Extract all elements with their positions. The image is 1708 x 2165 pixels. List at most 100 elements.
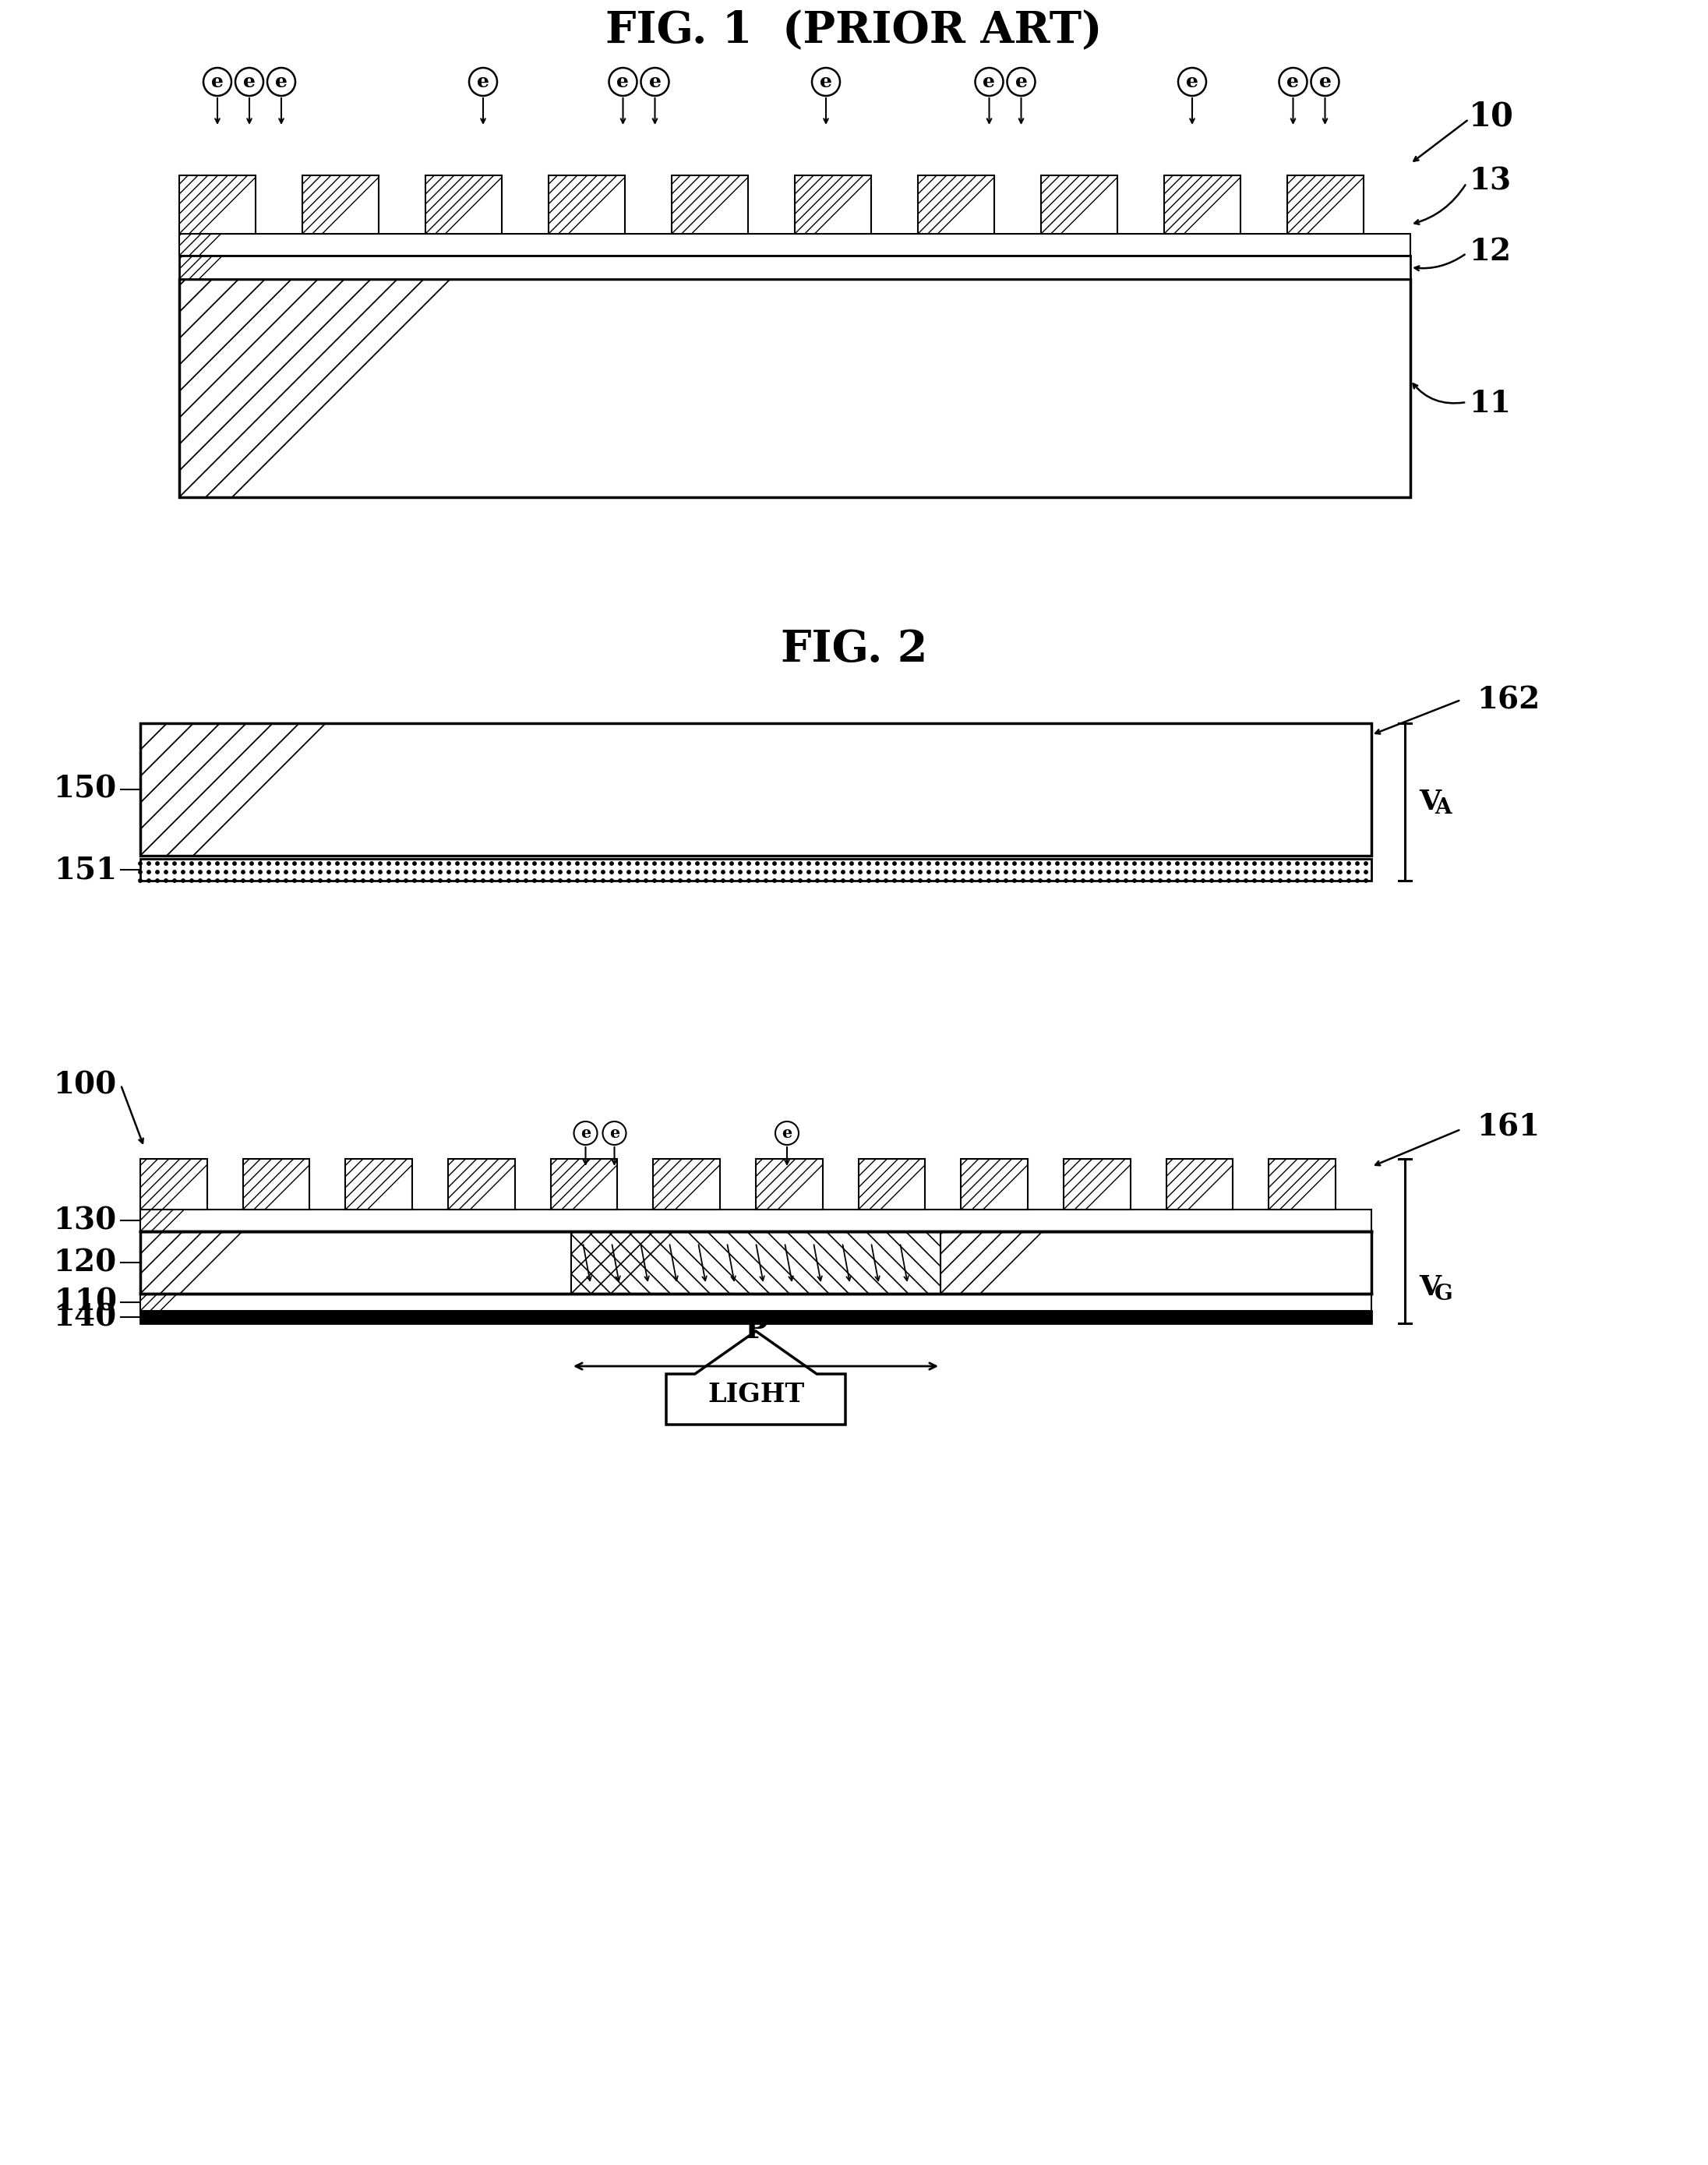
- Text: e: e: [581, 1126, 591, 1141]
- Circle shape: [207, 862, 210, 866]
- Circle shape: [746, 879, 750, 883]
- Circle shape: [198, 862, 202, 866]
- Text: P: P: [745, 1314, 767, 1344]
- Bar: [962, 1158, 1028, 1210]
- Circle shape: [396, 862, 400, 866]
- Circle shape: [1209, 862, 1213, 866]
- Bar: [243, 1158, 309, 1210]
- Circle shape: [910, 862, 914, 866]
- Circle shape: [232, 879, 236, 883]
- Circle shape: [215, 879, 219, 883]
- Circle shape: [405, 879, 408, 883]
- Circle shape: [1271, 862, 1274, 866]
- Bar: [425, 175, 502, 234]
- Circle shape: [945, 870, 948, 875]
- Circle shape: [618, 879, 622, 883]
- Circle shape: [772, 879, 775, 883]
- Circle shape: [266, 879, 270, 883]
- Circle shape: [695, 870, 699, 875]
- Circle shape: [456, 870, 459, 875]
- Circle shape: [842, 870, 845, 875]
- Circle shape: [945, 862, 948, 866]
- Circle shape: [738, 870, 741, 875]
- Circle shape: [490, 870, 494, 875]
- Circle shape: [1090, 870, 1093, 875]
- Circle shape: [576, 870, 579, 875]
- Circle shape: [893, 862, 897, 866]
- Text: 13: 13: [1469, 167, 1512, 197]
- Circle shape: [970, 879, 974, 883]
- Circle shape: [1030, 879, 1033, 883]
- Circle shape: [309, 862, 313, 866]
- Circle shape: [1038, 870, 1042, 875]
- Circle shape: [1339, 879, 1342, 883]
- Circle shape: [842, 879, 845, 883]
- Circle shape: [1090, 879, 1093, 883]
- Circle shape: [155, 879, 159, 883]
- Text: 140: 140: [53, 1303, 116, 1331]
- Circle shape: [1296, 870, 1300, 875]
- Circle shape: [190, 862, 193, 866]
- Text: 110: 110: [53, 1288, 116, 1316]
- Circle shape: [482, 862, 485, 866]
- Circle shape: [1132, 879, 1136, 883]
- Circle shape: [422, 870, 425, 875]
- Bar: [140, 1295, 1372, 1310]
- Circle shape: [362, 870, 366, 875]
- Circle shape: [687, 862, 690, 866]
- Circle shape: [1158, 879, 1161, 883]
- Circle shape: [678, 862, 681, 866]
- Circle shape: [336, 862, 340, 866]
- Circle shape: [541, 862, 545, 866]
- Circle shape: [781, 870, 784, 875]
- Circle shape: [1115, 870, 1119, 875]
- Circle shape: [816, 862, 820, 866]
- Circle shape: [652, 870, 656, 875]
- Text: e: e: [1015, 71, 1028, 91]
- Circle shape: [284, 870, 287, 875]
- Circle shape: [1279, 862, 1283, 866]
- Circle shape: [1279, 879, 1283, 883]
- Circle shape: [704, 870, 707, 875]
- Circle shape: [902, 862, 905, 866]
- Circle shape: [473, 879, 477, 883]
- Circle shape: [987, 879, 991, 883]
- Circle shape: [1252, 870, 1255, 875]
- Circle shape: [550, 870, 553, 875]
- Circle shape: [893, 870, 897, 875]
- Circle shape: [490, 879, 494, 883]
- Circle shape: [1004, 862, 1008, 866]
- Bar: [1165, 175, 1240, 234]
- Bar: [302, 175, 379, 234]
- Circle shape: [868, 879, 871, 883]
- Circle shape: [430, 862, 434, 866]
- Text: 11: 11: [1469, 390, 1512, 418]
- Text: 12: 12: [1469, 236, 1512, 266]
- Circle shape: [249, 862, 253, 866]
- Circle shape: [1073, 870, 1076, 875]
- Circle shape: [1226, 862, 1230, 866]
- Circle shape: [816, 879, 820, 883]
- Circle shape: [241, 870, 244, 875]
- Circle shape: [173, 862, 176, 866]
- Circle shape: [755, 862, 758, 866]
- Circle shape: [953, 862, 956, 866]
- Circle shape: [232, 870, 236, 875]
- Bar: [1269, 1158, 1336, 1210]
- Circle shape: [164, 879, 167, 883]
- Circle shape: [499, 879, 502, 883]
- Circle shape: [1081, 879, 1085, 883]
- Circle shape: [1149, 870, 1153, 875]
- Circle shape: [345, 879, 348, 883]
- Circle shape: [1322, 879, 1325, 883]
- Circle shape: [1271, 879, 1274, 883]
- Circle shape: [885, 870, 888, 875]
- Circle shape: [1064, 879, 1068, 883]
- Circle shape: [635, 879, 639, 883]
- Circle shape: [1296, 862, 1300, 866]
- Bar: [140, 1232, 1372, 1295]
- Circle shape: [336, 879, 340, 883]
- Circle shape: [945, 879, 948, 883]
- Circle shape: [851, 862, 854, 866]
- Circle shape: [541, 870, 545, 875]
